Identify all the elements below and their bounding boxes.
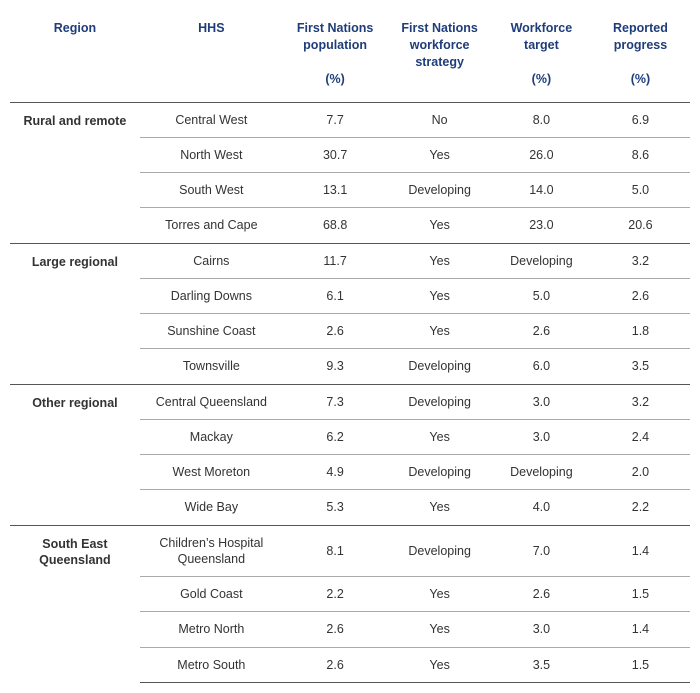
cell-target: 8.0	[492, 102, 591, 137]
cell-strategy: Developing	[387, 384, 492, 419]
cell-population: 30.7	[283, 137, 388, 172]
cell-target: 3.0	[492, 612, 591, 647]
cell-progress: 20.6	[591, 208, 690, 243]
cell-hhs: Sunshine Coast	[140, 314, 283, 349]
cell-progress: 2.4	[591, 419, 690, 454]
cell-target: 26.0	[492, 137, 591, 172]
cell-population: 8.1	[283, 525, 388, 577]
cell-target: 2.6	[492, 314, 591, 349]
cell-population: 6.2	[283, 419, 388, 454]
cell-target: 3.5	[492, 647, 591, 682]
cell-hhs: Gold Coast	[140, 577, 283, 612]
cell-population: 7.3	[283, 384, 388, 419]
cell-strategy: Yes	[387, 243, 492, 278]
cell-strategy: Yes	[387, 647, 492, 682]
workforce-table: Region HHS First Nations population (%) …	[10, 10, 690, 683]
col-progress: Reported progress (%)	[591, 10, 690, 102]
cell-hhs: North West	[140, 137, 283, 172]
cell-target: 6.0	[492, 349, 591, 384]
cell-population: 11.7	[283, 243, 388, 278]
col-target: Workforce target (%)	[492, 10, 591, 102]
cell-hhs: West Moreton	[140, 455, 283, 490]
cell-progress: 2.6	[591, 278, 690, 313]
cell-strategy: Yes	[387, 419, 492, 454]
cell-progress: 1.5	[591, 577, 690, 612]
cell-target: 3.0	[492, 419, 591, 454]
cell-target: Developing	[492, 243, 591, 278]
cell-population: 2.6	[283, 612, 388, 647]
col-hhs: HHS	[140, 10, 283, 102]
region-cell: South East Queensland	[10, 525, 140, 682]
cell-population: 2.2	[283, 577, 388, 612]
table-row: Other regionalCentral Queensland7.3Devel…	[10, 384, 690, 419]
cell-progress: 3.2	[591, 243, 690, 278]
cell-hhs: Metro South	[140, 647, 283, 682]
table-row: South East QueenslandChildren’s Hospital…	[10, 525, 690, 577]
cell-target: 14.0	[492, 173, 591, 208]
cell-population: 6.1	[283, 278, 388, 313]
cell-population: 5.3	[283, 490, 388, 525]
cell-hhs: Cairns	[140, 243, 283, 278]
cell-strategy: Yes	[387, 490, 492, 525]
region-cell: Other regional	[10, 384, 140, 525]
cell-strategy: Yes	[387, 278, 492, 313]
table-body: Rural and remoteCentral West7.7No8.06.9N…	[10, 102, 690, 682]
cell-strategy: Developing	[387, 173, 492, 208]
cell-target: Developing	[492, 455, 591, 490]
cell-strategy: Yes	[387, 314, 492, 349]
table-row: Large regionalCairns11.7YesDeveloping3.2	[10, 243, 690, 278]
cell-strategy: Yes	[387, 612, 492, 647]
cell-hhs: Mackay	[140, 419, 283, 454]
cell-target: 2.6	[492, 577, 591, 612]
cell-progress: 3.2	[591, 384, 690, 419]
col-strategy: First Nations workforce strategy	[387, 10, 492, 102]
cell-population: 4.9	[283, 455, 388, 490]
cell-population: 7.7	[283, 102, 388, 137]
cell-progress: 8.6	[591, 137, 690, 172]
col-population: First Nations population (%)	[283, 10, 388, 102]
cell-hhs: Central Queensland	[140, 384, 283, 419]
cell-population: 2.6	[283, 647, 388, 682]
table-row: Rural and remoteCentral West7.7No8.06.9	[10, 102, 690, 137]
cell-progress: 1.4	[591, 612, 690, 647]
cell-progress: 2.2	[591, 490, 690, 525]
cell-strategy: No	[387, 102, 492, 137]
region-cell: Rural and remote	[10, 102, 140, 243]
cell-population: 2.6	[283, 314, 388, 349]
cell-target: 5.0	[492, 278, 591, 313]
cell-hhs: Metro North	[140, 612, 283, 647]
cell-strategy: Developing	[387, 525, 492, 577]
cell-strategy: Developing	[387, 455, 492, 490]
cell-hhs: South West	[140, 173, 283, 208]
cell-target: 23.0	[492, 208, 591, 243]
cell-strategy: Yes	[387, 208, 492, 243]
cell-progress: 6.9	[591, 102, 690, 137]
cell-population: 68.8	[283, 208, 388, 243]
cell-strategy: Developing	[387, 349, 492, 384]
cell-target: 7.0	[492, 525, 591, 577]
cell-hhs: Children’s Hospital Queensland	[140, 525, 283, 577]
cell-progress: 5.0	[591, 173, 690, 208]
region-cell: Large regional	[10, 243, 140, 384]
cell-population: 9.3	[283, 349, 388, 384]
cell-progress: 1.8	[591, 314, 690, 349]
table-header: Region HHS First Nations population (%) …	[10, 10, 690, 102]
cell-target: 4.0	[492, 490, 591, 525]
cell-progress: 3.5	[591, 349, 690, 384]
cell-hhs: Torres and Cape	[140, 208, 283, 243]
cell-strategy: Yes	[387, 577, 492, 612]
cell-strategy: Yes	[387, 137, 492, 172]
cell-population: 13.1	[283, 173, 388, 208]
cell-hhs: Townsville	[140, 349, 283, 384]
cell-target: 3.0	[492, 384, 591, 419]
cell-progress: 1.5	[591, 647, 690, 682]
cell-progress: 1.4	[591, 525, 690, 577]
cell-hhs: Central West	[140, 102, 283, 137]
cell-progress: 2.0	[591, 455, 690, 490]
col-region: Region	[10, 10, 140, 102]
cell-hhs: Darling Downs	[140, 278, 283, 313]
cell-hhs: Wide Bay	[140, 490, 283, 525]
